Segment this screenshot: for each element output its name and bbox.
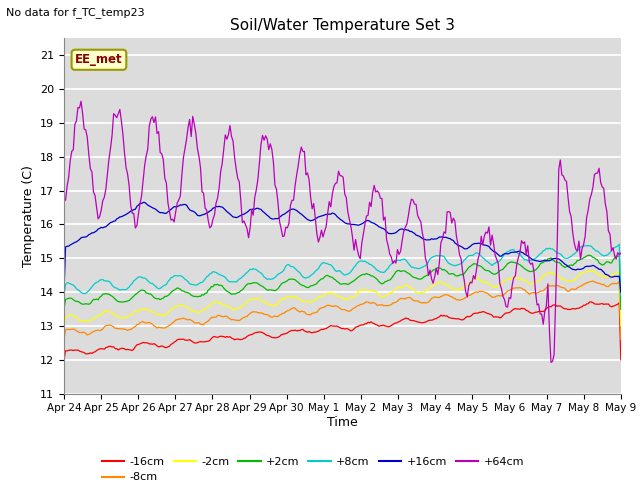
X-axis label: Time: Time <box>327 416 358 429</box>
Legend: -16cm, -8cm, -2cm, +2cm, +8cm, +16cm, +64cm: -16cm, -8cm, -2cm, +2cm, +8cm, +16cm, +6… <box>97 453 529 480</box>
Text: EE_met: EE_met <box>75 53 123 66</box>
Y-axis label: Temperature (C): Temperature (C) <box>22 165 35 267</box>
Text: No data for f_TC_temp23: No data for f_TC_temp23 <box>6 7 145 18</box>
Title: Soil/Water Temperature Set 3: Soil/Water Temperature Set 3 <box>230 18 455 33</box>
